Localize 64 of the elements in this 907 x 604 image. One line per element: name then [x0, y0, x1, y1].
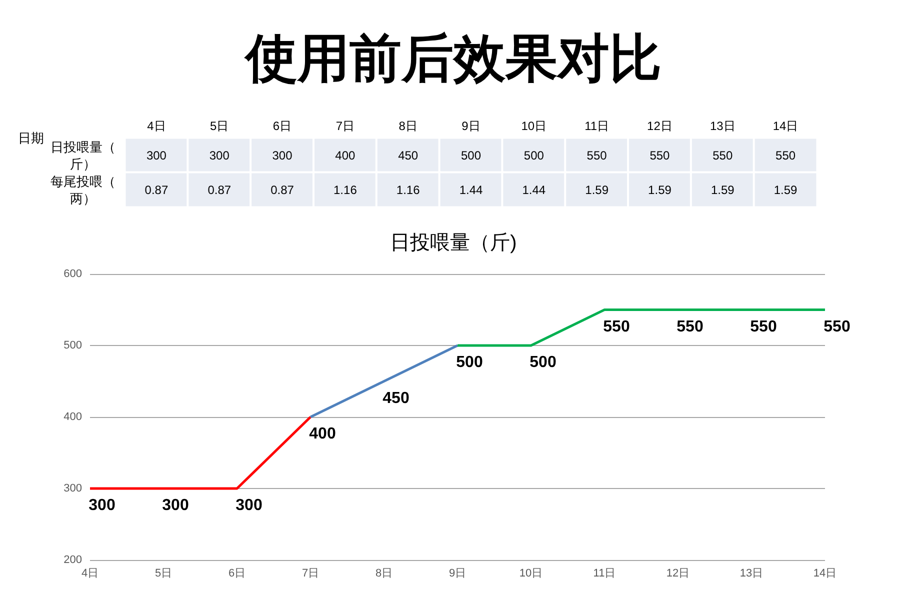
x-tick-label: 7日: [336, 119, 355, 133]
data-label: 450: [398, 148, 418, 162]
data-label: 300: [236, 497, 262, 514]
x-tick-label: 9日: [448, 568, 466, 580]
y-tick-label: 500: [64, 340, 82, 352]
data-label: 1.59: [774, 182, 798, 197]
chart-title: 使用前后效果对比: [244, 30, 662, 88]
data-label: 550: [750, 318, 777, 336]
data-label: 0.87: [144, 182, 168, 197]
data-label: 550: [650, 148, 670, 162]
data-label: 1.59: [648, 182, 672, 197]
data-label: 500: [524, 148, 544, 162]
x-tick-label: 13日: [710, 119, 736, 133]
x-tick-label: 14日: [772, 119, 798, 133]
data-label: 1.59: [585, 182, 609, 197]
x-tick-label: 12日: [666, 568, 690, 580]
y-tick-label: 每尾投喂（两）: [50, 174, 116, 206]
x-tick-label: 10日: [521, 119, 547, 133]
data-label: 300: [146, 148, 167, 162]
data-label: 550: [824, 318, 850, 336]
data-label: 450: [382, 390, 410, 407]
x-axis-title: 日期: [18, 130, 44, 146]
data-label: 0.87: [208, 182, 232, 197]
x-tick-label: 14日: [813, 568, 837, 580]
y-tick-label: 400: [64, 411, 82, 423]
x-tick-label: 4日: [147, 119, 166, 133]
chart-title: 日投喂量（斤): [390, 232, 517, 254]
x-tick-label: 7日: [302, 568, 320, 580]
data-label: 1.16: [334, 182, 358, 197]
data-label: 500: [456, 354, 483, 371]
data-label: 300: [162, 497, 189, 514]
x-tick-label: 10日: [519, 568, 543, 580]
x-tick-label: 9日: [462, 119, 480, 133]
data-label: 1.44: [522, 182, 546, 197]
x-tick-label: 5日: [154, 568, 172, 580]
x-tick-label: 4日: [81, 568, 99, 580]
x-tick-label: 5日: [210, 119, 229, 133]
x-tick-label: 8日: [398, 119, 418, 133]
data-label: 500: [530, 354, 556, 371]
y-tick-label: 600: [64, 268, 82, 280]
x-tick-label: 6日: [228, 568, 246, 580]
x-tick-label: 11日: [593, 568, 616, 580]
data-label: 550: [712, 148, 733, 162]
data-label: 500: [460, 148, 482, 162]
data-label: 550: [586, 148, 608, 162]
data-label: 1.59: [710, 182, 735, 197]
data-label: 1.16: [396, 182, 420, 197]
data-label: 1.44: [459, 182, 483, 197]
x-tick-label: 13日: [740, 568, 764, 580]
y-tick-label: 300: [64, 482, 82, 494]
x-tick-label: 11日: [584, 119, 610, 133]
data-label: 0.87: [270, 182, 294, 197]
data-label: 400: [309, 426, 336, 442]
x-tick-label: 12日: [647, 119, 672, 133]
data-label: 550: [776, 148, 796, 162]
data-label: 300: [209, 148, 230, 162]
x-tick-label: 6日: [272, 119, 292, 133]
y-tick-label: 日投喂量（斤）: [50, 139, 116, 172]
data-label: 300: [272, 148, 293, 162]
data-label: 400: [335, 148, 356, 162]
x-tick-label: 8日: [375, 568, 393, 580]
y-tick-label: 200: [64, 554, 82, 566]
data-label: 550: [603, 318, 630, 336]
data-label: 550: [676, 318, 704, 336]
